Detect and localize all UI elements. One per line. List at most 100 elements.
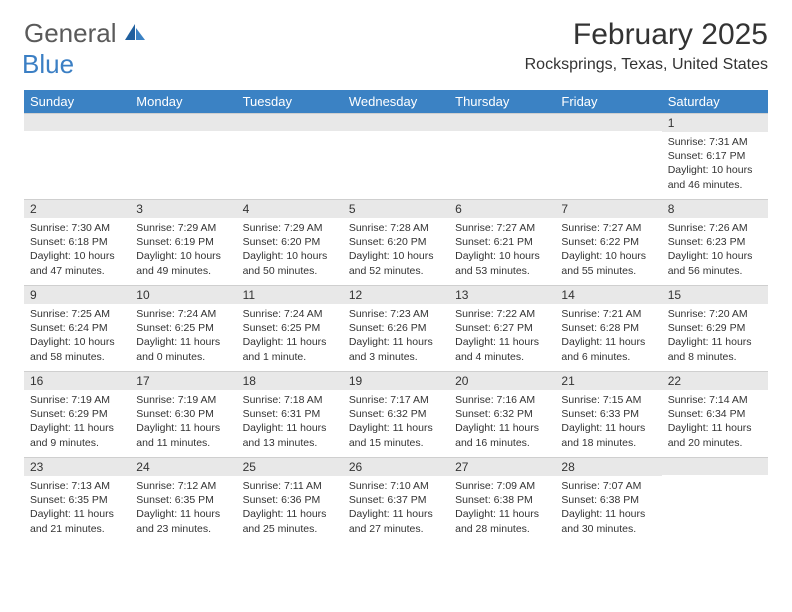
calendar-cell: 9Sunrise: 7:25 AMSunset: 6:24 PMDaylight… [24,285,130,371]
calendar-body: 1Sunrise: 7:31 AMSunset: 6:17 PMDaylight… [24,113,768,543]
day-number: 11 [237,285,343,304]
day-details: Sunrise: 7:17 AMSunset: 6:32 PMDaylight:… [343,390,449,454]
day-number: 3 [130,199,236,218]
calendar-cell [24,113,130,199]
calendar-cell: 15Sunrise: 7:20 AMSunset: 6:29 PMDayligh… [662,285,768,371]
logo-text-blue: Blue [22,49,74,79]
day-details: Sunrise: 7:29 AMSunset: 6:20 PMDaylight:… [237,218,343,282]
empty-day [343,113,449,131]
calendar-cell: 16Sunrise: 7:19 AMSunset: 6:29 PMDayligh… [24,371,130,457]
dayname-header: Sunday [24,90,130,113]
calendar-cell: 19Sunrise: 7:17 AMSunset: 6:32 PMDayligh… [343,371,449,457]
day-number: 5 [343,199,449,218]
calendar-cell: 13Sunrise: 7:22 AMSunset: 6:27 PMDayligh… [449,285,555,371]
calendar-cell: 12Sunrise: 7:23 AMSunset: 6:26 PMDayligh… [343,285,449,371]
calendar-week: 1Sunrise: 7:31 AMSunset: 6:17 PMDaylight… [24,113,768,199]
day-number: 12 [343,285,449,304]
calendar-cell: 3Sunrise: 7:29 AMSunset: 6:19 PMDaylight… [130,199,236,285]
day-number: 15 [662,285,768,304]
day-number: 17 [130,371,236,390]
month-title: February 2025 [525,18,768,52]
day-number: 8 [662,199,768,218]
day-number: 13 [449,285,555,304]
day-number: 25 [237,457,343,476]
day-number: 20 [449,371,555,390]
calendar-week: 9Sunrise: 7:25 AMSunset: 6:24 PMDaylight… [24,285,768,371]
calendar-week: 23Sunrise: 7:13 AMSunset: 6:35 PMDayligh… [24,457,768,543]
empty-day [449,113,555,131]
calendar-table: SundayMondayTuesdayWednesdayThursdayFrid… [24,90,768,543]
calendar-week: 16Sunrise: 7:19 AMSunset: 6:29 PMDayligh… [24,371,768,457]
calendar-cell: 11Sunrise: 7:24 AMSunset: 6:25 PMDayligh… [237,285,343,371]
calendar-cell: 26Sunrise: 7:10 AMSunset: 6:37 PMDayligh… [343,457,449,543]
calendar-head: SundayMondayTuesdayWednesdayThursdayFrid… [24,90,768,113]
day-details: Sunrise: 7:31 AMSunset: 6:17 PMDaylight:… [662,132,768,196]
dayname-header: Thursday [449,90,555,113]
location: Rocksprings, Texas, United States [525,56,768,74]
dayname-header: Tuesday [237,90,343,113]
day-number: 26 [343,457,449,476]
day-number: 23 [24,457,130,476]
calendar-cell: 10Sunrise: 7:24 AMSunset: 6:25 PMDayligh… [130,285,236,371]
day-details: Sunrise: 7:09 AMSunset: 6:38 PMDaylight:… [449,476,555,540]
calendar-cell: 23Sunrise: 7:13 AMSunset: 6:35 PMDayligh… [24,457,130,543]
calendar-cell: 14Sunrise: 7:21 AMSunset: 6:28 PMDayligh… [555,285,661,371]
empty-day [237,113,343,131]
title-block: February 2025 Rocksprings, Texas, United… [525,18,768,74]
day-number: 2 [24,199,130,218]
calendar-cell [343,113,449,199]
day-details: Sunrise: 7:20 AMSunset: 6:29 PMDaylight:… [662,304,768,368]
calendar-week: 2Sunrise: 7:30 AMSunset: 6:18 PMDaylight… [24,199,768,285]
logo: General Blue [24,18,147,80]
calendar-cell [555,113,661,199]
calendar-cell: 22Sunrise: 7:14 AMSunset: 6:34 PMDayligh… [662,371,768,457]
day-details: Sunrise: 7:22 AMSunset: 6:27 PMDaylight:… [449,304,555,368]
empty-day [555,113,661,131]
day-number: 1 [662,113,768,132]
day-number: 7 [555,199,661,218]
dayname-header: Wednesday [343,90,449,113]
day-details: Sunrise: 7:16 AMSunset: 6:32 PMDaylight:… [449,390,555,454]
day-details: Sunrise: 7:18 AMSunset: 6:31 PMDaylight:… [237,390,343,454]
day-details: Sunrise: 7:11 AMSunset: 6:36 PMDaylight:… [237,476,343,540]
day-details: Sunrise: 7:27 AMSunset: 6:21 PMDaylight:… [449,218,555,282]
day-number: 19 [343,371,449,390]
calendar-cell: 5Sunrise: 7:28 AMSunset: 6:20 PMDaylight… [343,199,449,285]
day-number: 16 [24,371,130,390]
day-details: Sunrise: 7:12 AMSunset: 6:35 PMDaylight:… [130,476,236,540]
calendar-cell: 4Sunrise: 7:29 AMSunset: 6:20 PMDaylight… [237,199,343,285]
day-number: 6 [449,199,555,218]
day-details: Sunrise: 7:14 AMSunset: 6:34 PMDaylight:… [662,390,768,454]
day-number: 22 [662,371,768,390]
calendar-cell: 1Sunrise: 7:31 AMSunset: 6:17 PMDaylight… [662,113,768,199]
day-details: Sunrise: 7:15 AMSunset: 6:33 PMDaylight:… [555,390,661,454]
day-details: Sunrise: 7:24 AMSunset: 6:25 PMDaylight:… [237,304,343,368]
day-details: Sunrise: 7:25 AMSunset: 6:24 PMDaylight:… [24,304,130,368]
day-details: Sunrise: 7:27 AMSunset: 6:22 PMDaylight:… [555,218,661,282]
day-number: 14 [555,285,661,304]
calendar-cell: 2Sunrise: 7:30 AMSunset: 6:18 PMDaylight… [24,199,130,285]
dayname-header: Saturday [662,90,768,113]
logo-text-general: General [24,18,117,48]
dayname-header: Friday [555,90,661,113]
day-details: Sunrise: 7:23 AMSunset: 6:26 PMDaylight:… [343,304,449,368]
day-number: 24 [130,457,236,476]
calendar-cell: 6Sunrise: 7:27 AMSunset: 6:21 PMDaylight… [449,199,555,285]
calendar-cell: 21Sunrise: 7:15 AMSunset: 6:33 PMDayligh… [555,371,661,457]
calendar-cell: 8Sunrise: 7:26 AMSunset: 6:23 PMDaylight… [662,199,768,285]
day-details: Sunrise: 7:19 AMSunset: 6:29 PMDaylight:… [24,390,130,454]
calendar-cell: 17Sunrise: 7:19 AMSunset: 6:30 PMDayligh… [130,371,236,457]
day-details: Sunrise: 7:21 AMSunset: 6:28 PMDaylight:… [555,304,661,368]
calendar-cell: 25Sunrise: 7:11 AMSunset: 6:36 PMDayligh… [237,457,343,543]
day-details: Sunrise: 7:26 AMSunset: 6:23 PMDaylight:… [662,218,768,282]
calendar-cell [449,113,555,199]
day-number: 9 [24,285,130,304]
calendar-cell: 20Sunrise: 7:16 AMSunset: 6:32 PMDayligh… [449,371,555,457]
empty-day [130,113,236,131]
calendar-cell: 24Sunrise: 7:12 AMSunset: 6:35 PMDayligh… [130,457,236,543]
day-details: Sunrise: 7:07 AMSunset: 6:38 PMDaylight:… [555,476,661,540]
header: General Blue February 2025 Rocksprings, … [24,18,768,80]
calendar-cell: 7Sunrise: 7:27 AMSunset: 6:22 PMDaylight… [555,199,661,285]
day-details: Sunrise: 7:29 AMSunset: 6:19 PMDaylight:… [130,218,236,282]
day-details: Sunrise: 7:24 AMSunset: 6:25 PMDaylight:… [130,304,236,368]
